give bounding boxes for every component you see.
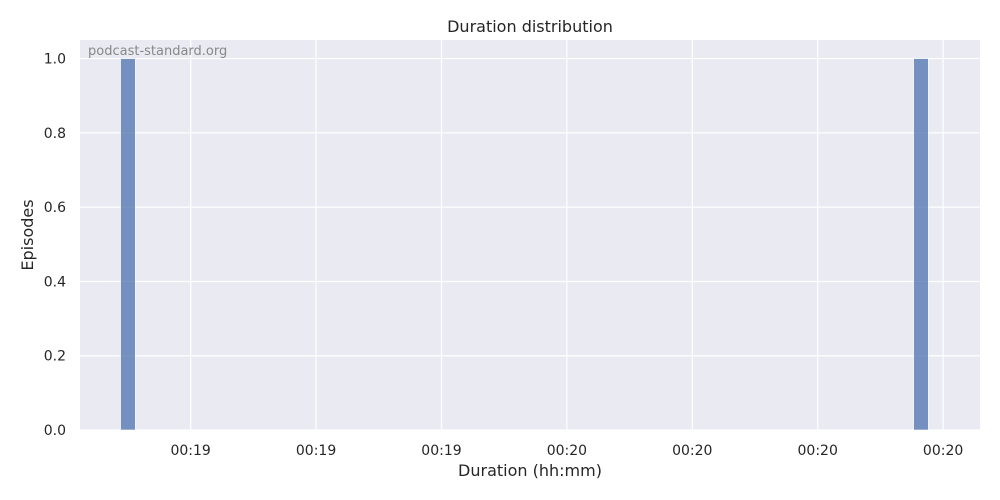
x-tick-label: 00:20 — [798, 443, 838, 459]
x-axis-title: Duration (hh:mm) — [458, 461, 602, 480]
grid-lines — [80, 40, 980, 431]
y-tick-label: 0.4 — [44, 274, 66, 290]
x-tick-label: 00:20 — [672, 443, 712, 459]
bars — [120, 58, 929, 431]
x-tick-label: 00:19 — [296, 443, 336, 459]
y-tick-label: 0.6 — [44, 200, 66, 216]
x-tick-label: 00:19 — [170, 443, 210, 459]
y-tick-label: 0.2 — [44, 349, 66, 365]
y-axis-title: Episodes — [18, 199, 37, 270]
y-tick-label: 0.0 — [44, 423, 66, 439]
y-tick-label: 0.8 — [44, 126, 66, 142]
x-tick-label: 00:20 — [923, 443, 963, 459]
watermark: podcast-standard.org — [88, 44, 227, 59]
chart-title: Duration distribution — [447, 17, 613, 36]
y-tick-label: 1.0 — [44, 52, 66, 68]
tick-labels: 0.0 0.2 0.4 0.6 0.8 1.0 00:19 00:19 00:19 00:20 00… — [44, 52, 964, 459]
x-tick-label: 00:19 — [421, 443, 461, 459]
histogram-bar — [120, 58, 136, 431]
x-tick-label: 00:20 — [547, 443, 587, 459]
histogram-bar — [913, 58, 929, 431]
plot-area — [80, 40, 980, 430]
